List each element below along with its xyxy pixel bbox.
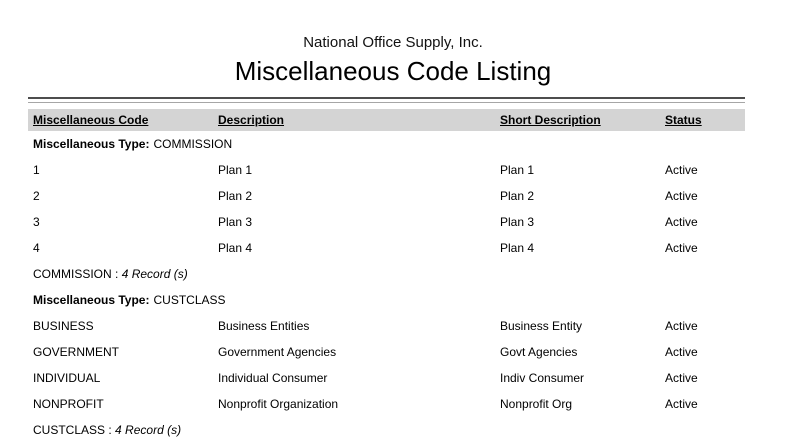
cell-status: Active — [665, 345, 698, 359]
cell-short-description: Plan 2 — [500, 189, 535, 203]
cell-miscellaneous-code: GOVERNMENT — [33, 345, 120, 359]
group-summary: COMMISSION : 4 Record (s) — [28, 261, 745, 287]
cell-description: Plan 1 — [218, 163, 253, 177]
cell-short-description: Indiv Consumer — [500, 371, 585, 385]
cell-description: Plan 3 — [218, 215, 253, 229]
cell-description: Plan 4 — [218, 241, 253, 255]
cell-description: Plan 2 — [218, 189, 253, 203]
cell-description: Government Agencies — [218, 345, 337, 359]
group-header: Miscellaneous Type: COMMISSION — [28, 131, 745, 157]
summary-group-name: COMMISSION — [33, 267, 112, 281]
cell-miscellaneous-code: 2 — [33, 189, 40, 203]
cell-status: Active — [665, 397, 698, 411]
column-header-description: Description — [218, 113, 285, 127]
cell-status: Active — [665, 163, 698, 177]
summary-group-name: CUSTCLASS — [33, 423, 106, 437]
table-row: GOVERNMENT Government Agencies Govt Agen… — [28, 339, 745, 365]
group-summary: CUSTCLASS : 4 Record (s) — [28, 417, 745, 443]
group-type-label: Miscellaneous Type: — [33, 137, 150, 151]
cell-status: Active — [665, 189, 698, 203]
summary-separator: : — [111, 267, 122, 281]
cell-status: Active — [665, 241, 698, 255]
cell-short-description: Govt Agencies — [500, 345, 578, 359]
cell-status: Active — [665, 371, 698, 385]
cell-short-description: Business Entity — [500, 319, 583, 333]
table-row: 2 Plan 2 Plan 2 Active — [28, 183, 745, 209]
cell-miscellaneous-code: INDIVIDUAL — [33, 371, 101, 385]
table-row: BUSINESS Business Entities Business Enti… — [28, 313, 745, 339]
page-title: Miscellaneous Code Listing — [234, 56, 552, 86]
company-name: National Office Supply, Inc. — [303, 34, 483, 51]
table-row: 3 Plan 3 Plan 3 Active — [28, 209, 745, 235]
table-row: NONPROFIT Nonprofit Organization Nonprof… — [28, 391, 745, 417]
cell-status: Active — [665, 319, 698, 333]
table-row: INDIVIDUAL Individual Consumer Indiv Con… — [28, 365, 745, 391]
table-row: 1 Plan 1 Plan 1 Active — [28, 157, 745, 183]
cell-description: Nonprofit Organization — [218, 397, 339, 411]
report-table: Miscellaneous Code Description Short Des… — [28, 109, 745, 443]
cell-miscellaneous-code: NONPROFIT — [33, 397, 104, 411]
cell-miscellaneous-code: 3 — [33, 215, 40, 229]
group-type-value: COMMISSION — [153, 137, 233, 151]
cell-short-description: Plan 3 — [500, 215, 535, 229]
cell-short-description: Nonprofit Org — [500, 397, 573, 411]
summary-separator: : — [105, 423, 116, 437]
group-type-value: CUSTCLASS — [153, 293, 226, 307]
double-rule-divider — [28, 97, 745, 103]
cell-status: Active — [665, 215, 698, 229]
cell-miscellaneous-code: 4 — [33, 241, 40, 255]
group-header: Miscellaneous Type: CUSTCLASS — [28, 287, 745, 313]
column-header-short-description: Short Description — [500, 113, 601, 127]
cell-description: Business Entities — [218, 319, 310, 333]
cell-miscellaneous-code: BUSINESS — [33, 319, 94, 333]
cell-short-description: Plan 4 — [500, 241, 535, 255]
column-header-miscellaneous-code: Miscellaneous Code — [33, 113, 149, 127]
group-type-label: Miscellaneous Type: — [33, 293, 150, 307]
cell-short-description: Plan 1 — [500, 163, 535, 177]
cell-miscellaneous-code: 1 — [33, 163, 40, 177]
cell-description: Individual Consumer — [218, 371, 328, 385]
table-row: 4 Plan 4 Plan 4 Active — [28, 235, 745, 261]
summary-record-count: 4 Record (s) — [115, 423, 182, 437]
table-header-row: Miscellaneous Code Description Short Des… — [28, 109, 745, 131]
column-header-status: Status — [665, 113, 702, 127]
summary-record-count: 4 Record (s) — [121, 267, 188, 281]
